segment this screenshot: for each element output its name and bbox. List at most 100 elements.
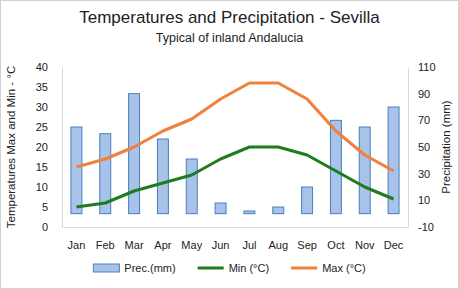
tick: Mar	[125, 227, 144, 251]
tick-label: Jul	[242, 239, 256, 251]
tick: Oct	[327, 227, 344, 251]
tick-mark	[408, 147, 414, 148]
chart: Temperatures and Precipitation - Sevilla…	[0, 0, 459, 289]
bar	[273, 207, 284, 214]
line	[76, 83, 393, 171]
legend-label: Min (°C)	[229, 262, 269, 274]
line	[76, 147, 393, 207]
tick-label: 30	[36, 101, 48, 113]
bar	[129, 94, 140, 214]
tick-label: 15	[36, 161, 48, 173]
legend: Prec.(mm) Min (°C) Max (°C)	[93, 262, 365, 274]
tick-mark	[278, 227, 279, 233]
tick-label: 90	[418, 88, 430, 100]
tick-label: Aug	[268, 239, 288, 251]
tick: Sep	[297, 227, 317, 251]
tick-label: Feb	[96, 239, 115, 251]
tick: 0	[42, 221, 62, 233]
tick-mark	[162, 227, 163, 233]
x-axis: Jan Feb Mar Apr May Jun Jul Aug Sep Oct Nov Dec	[63, 227, 409, 251]
tick: Apr	[154, 227, 171, 251]
tick-mark	[105, 227, 106, 233]
tick: -10	[408, 221, 434, 233]
tick-mark	[408, 227, 414, 228]
tick: Jul	[242, 227, 256, 251]
tick-label: -10	[418, 221, 434, 233]
tick: Jun	[212, 227, 230, 251]
legend-item: Min (°C)	[198, 262, 269, 274]
bar	[71, 127, 82, 214]
chart-frame	[1, 1, 459, 289]
tick-label: Nov	[355, 239, 375, 251]
bar	[302, 187, 313, 214]
tick-mark	[249, 227, 250, 233]
tick-mark	[56, 87, 62, 88]
tick: 110	[408, 61, 436, 73]
tick: Jan	[68, 227, 86, 251]
bar	[186, 159, 197, 214]
tick-mark	[364, 227, 365, 233]
y-axis-title: Temperatures Max and Min - °C	[5, 66, 17, 228]
tick: Feb	[96, 227, 115, 251]
tick-label: Jan	[68, 239, 86, 251]
tick-label: 10	[418, 194, 430, 206]
y2-axis: -10 10 30 50 70 90 110	[408, 61, 436, 233]
tick-mark	[408, 174, 414, 175]
tick-label: 35	[36, 81, 48, 93]
tick-mark	[408, 67, 414, 68]
tick-mark	[191, 227, 192, 233]
tick-label: 40	[36, 61, 48, 73]
tick-mark	[76, 227, 77, 233]
subtitle: Typical of inland Andalucia	[156, 31, 303, 45]
tick: 40	[36, 61, 62, 73]
tick-label: 25	[36, 121, 48, 133]
tick-label: Oct	[327, 239, 344, 251]
tick: 15	[36, 161, 62, 173]
tick-label: 50	[418, 141, 430, 153]
tick: 90	[408, 88, 430, 100]
tick-mark	[408, 200, 414, 201]
tick: May	[181, 227, 202, 251]
legend-item: Prec.(mm)	[93, 262, 175, 274]
tick-label: 20	[36, 141, 48, 153]
tick-label: 30	[418, 168, 430, 180]
tick-mark	[56, 127, 62, 128]
tick: 5	[42, 201, 62, 213]
title: Temperatures and Precipitation - Sevilla	[79, 8, 380, 27]
tick-mark	[56, 107, 62, 108]
tick-mark	[307, 227, 308, 233]
tick: 50	[408, 141, 430, 153]
tick: 10	[36, 181, 62, 193]
y-axis: 0 5 10 15 20 25 30 35 40	[36, 61, 63, 233]
tick: 70	[408, 114, 430, 126]
tick: 30	[408, 168, 430, 180]
tick-label: Dec	[384, 239, 404, 251]
legend-label: Prec.(mm)	[124, 262, 175, 274]
tick-label: 70	[418, 114, 430, 126]
plot-area: Jan Feb Mar Apr May Jun Jul Aug Sep Oct Nov Dec 0 5 10…	[36, 61, 436, 251]
tick-mark	[408, 120, 414, 121]
tick-mark	[56, 187, 62, 188]
tick: 30	[36, 101, 62, 113]
tick-label: 10	[36, 181, 48, 193]
tick: 25	[36, 121, 62, 133]
legend-label: Max (°C)	[322, 262, 366, 274]
tick-mark	[134, 227, 135, 233]
axis-line	[63, 227, 409, 228]
bar	[157, 139, 168, 214]
tick: 20	[36, 141, 62, 153]
tick-label: Sep	[297, 239, 317, 251]
tick-mark	[408, 94, 414, 95]
tick-label: Mar	[125, 239, 144, 251]
tick-mark	[56, 227, 62, 228]
legend-item: Max (°C)	[291, 262, 366, 274]
tick-label: Apr	[154, 239, 171, 251]
bar	[359, 127, 370, 214]
y2-axis-title: Precipitation (mm)	[440, 100, 452, 193]
tick-mark	[220, 227, 221, 233]
tick-mark	[56, 167, 62, 168]
tick: 35	[36, 81, 62, 93]
legend-swatch	[291, 267, 317, 270]
bar	[215, 203, 226, 214]
tick-label: May	[181, 239, 202, 251]
